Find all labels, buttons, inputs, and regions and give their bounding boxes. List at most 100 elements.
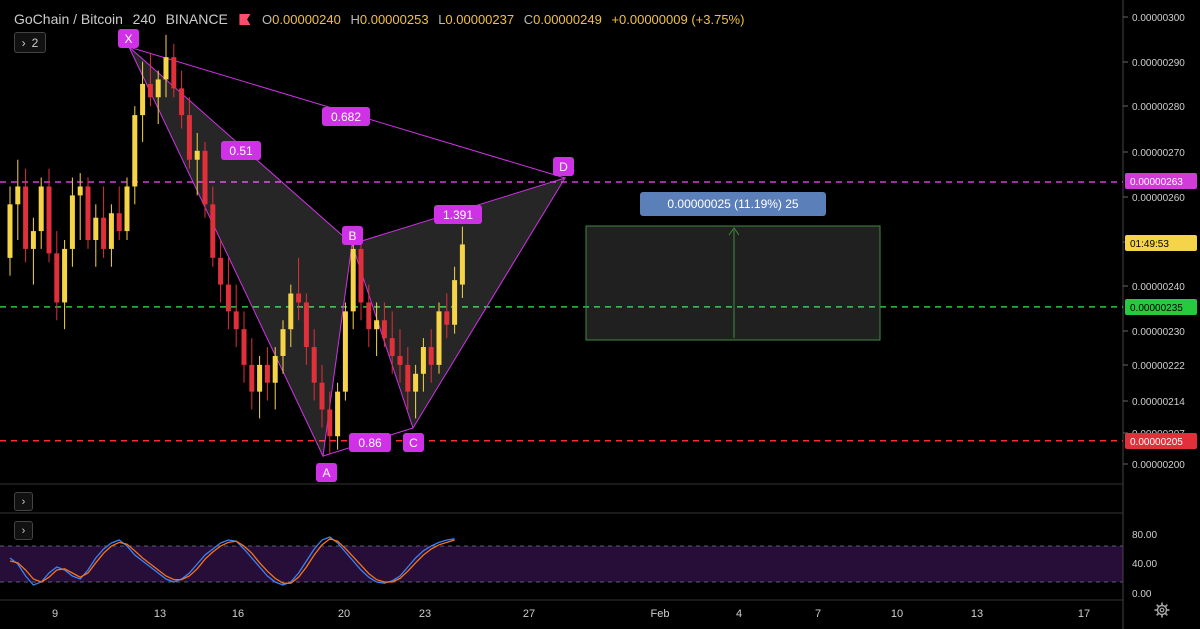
candle-body xyxy=(366,302,372,330)
candle-body xyxy=(319,382,325,410)
time-tick-label: 23 xyxy=(419,608,431,620)
candle-body xyxy=(358,248,364,303)
oscillator-tick-label: 0.00 xyxy=(1132,589,1152,600)
oscillator-tick-label: 80.00 xyxy=(1132,530,1157,541)
price-tick-label: 0.00000200 xyxy=(1132,460,1185,471)
candle-body xyxy=(210,204,216,258)
time-tick-label: 9 xyxy=(52,608,58,620)
candle-body xyxy=(233,311,239,330)
pattern-ratio-label: 0.682 xyxy=(331,110,361,124)
red-level-tag-bg xyxy=(1125,433,1197,449)
candle-body xyxy=(288,293,294,330)
green-level-tag-bg xyxy=(1125,299,1197,315)
price-tick-label: 0.00000240 xyxy=(1132,282,1185,293)
candle-body xyxy=(7,204,13,258)
candle-body xyxy=(436,311,442,365)
candle-body xyxy=(85,186,91,240)
candle-body xyxy=(413,373,419,392)
candle-body xyxy=(101,217,107,249)
time-tick-label: 13 xyxy=(971,608,983,620)
indicator-count: 2 xyxy=(31,35,39,50)
countdown-tag: 01:49:53 xyxy=(1130,239,1169,250)
candle-body xyxy=(272,355,278,383)
candle-body xyxy=(280,329,286,356)
pattern-point-marker xyxy=(316,463,337,482)
pattern-point-label: B xyxy=(348,229,356,243)
candle-body xyxy=(444,311,450,325)
oscillator-tick-label: 40.00 xyxy=(1132,559,1157,570)
low-label: L xyxy=(438,12,446,27)
time-tick-label: 20 xyxy=(338,608,350,620)
pattern-ratio-label: 1.391 xyxy=(443,208,473,222)
candle-body xyxy=(428,347,434,365)
candle-body xyxy=(140,83,146,116)
candle-body xyxy=(108,213,114,249)
time-tick-label: 27 xyxy=(523,608,535,620)
candle-body xyxy=(194,150,200,160)
candle-body xyxy=(30,231,36,249)
expand-pane-button[interactable]: › xyxy=(14,492,33,511)
candle-body xyxy=(163,57,169,80)
candle-body xyxy=(218,257,224,285)
price-tick-label: 0.00000230 xyxy=(1132,327,1185,338)
price-tick-label: 0.00000280 xyxy=(1132,102,1185,113)
oscillator-band xyxy=(0,546,1123,582)
candle-body xyxy=(62,248,68,303)
pattern-point-marker xyxy=(553,157,574,176)
symbol-name[interactable]: GoChain / Bitcoin xyxy=(14,11,123,27)
candle-body xyxy=(335,391,341,437)
gear-icon[interactable] xyxy=(1154,602,1170,618)
low-value: 0.00000237 xyxy=(445,12,515,27)
candle-body xyxy=(397,355,403,365)
time-tick-label: 10 xyxy=(891,608,903,620)
close-value: 0.00000249 xyxy=(533,12,602,27)
candles xyxy=(7,34,465,455)
pattern-point-label: D xyxy=(559,160,568,174)
candle-body xyxy=(225,284,231,312)
candle-body xyxy=(23,186,29,249)
pattern-ratio-label: 0.86 xyxy=(358,436,382,450)
candle-body xyxy=(124,186,130,232)
magenta-level-tag: 0.00000263 xyxy=(1130,177,1183,188)
chevron-right-icon: › xyxy=(21,524,26,537)
open-value: 0.00000240 xyxy=(272,12,341,27)
candle-body xyxy=(420,347,426,374)
pattern-point-marker xyxy=(118,29,139,48)
change-value: +0.00000009 (+3.75%) xyxy=(611,12,745,27)
time-tick-label: 4 xyxy=(736,608,742,620)
flag-icon[interactable] xyxy=(239,14,251,25)
red-level-tag: 0.00000205 xyxy=(1130,437,1183,448)
countdown-tag-bg xyxy=(1125,235,1197,251)
candle-body xyxy=(241,329,247,365)
interval[interactable]: 240 xyxy=(132,11,156,27)
collapse-indicators-button[interactable]: › 2 xyxy=(14,32,46,53)
open-label: O xyxy=(262,12,273,27)
pattern-ratio-marker xyxy=(322,107,370,126)
candle-body xyxy=(327,409,333,437)
candle-body xyxy=(202,150,208,205)
pattern-ratio-label: 0.51 xyxy=(229,144,253,158)
oscillator-series-line xyxy=(9,538,455,584)
pattern-point-label: C xyxy=(409,436,418,450)
candle-body xyxy=(77,186,83,196)
time-tick-label: 13 xyxy=(154,608,166,620)
pattern-point-marker xyxy=(403,433,424,452)
measure-arrow-head xyxy=(728,227,740,236)
chevron-right-icon: › xyxy=(21,495,26,508)
candle-body xyxy=(132,115,138,187)
expand-indicator-button[interactable]: › xyxy=(14,521,33,540)
pattern-ratio-marker xyxy=(434,205,482,224)
candle-body xyxy=(389,338,395,356)
candle-body xyxy=(381,320,387,339)
pattern-point-marker xyxy=(342,226,363,245)
price-tick-label: 0.00000270 xyxy=(1132,148,1185,159)
green-level-tag: 0.00000235 xyxy=(1130,303,1183,314)
candle-body xyxy=(374,320,380,330)
time-tick-label: Feb xyxy=(651,608,670,620)
price-tick-label: 0.00000300 xyxy=(1132,13,1185,24)
candle-body xyxy=(186,115,192,160)
measure-box xyxy=(585,225,881,341)
candle-body xyxy=(296,293,302,303)
candle-body xyxy=(249,364,255,392)
